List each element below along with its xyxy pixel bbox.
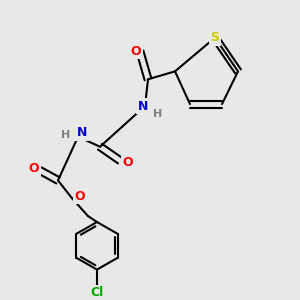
Text: S: S — [211, 31, 220, 44]
Text: Cl: Cl — [90, 286, 104, 299]
Text: O: O — [131, 45, 141, 58]
Text: H: H — [61, 130, 70, 140]
Text: H: H — [153, 109, 163, 119]
Text: N: N — [77, 126, 87, 139]
Text: N: N — [138, 100, 148, 112]
Text: O: O — [123, 156, 133, 169]
Text: O: O — [75, 190, 85, 203]
Text: O: O — [29, 162, 39, 175]
